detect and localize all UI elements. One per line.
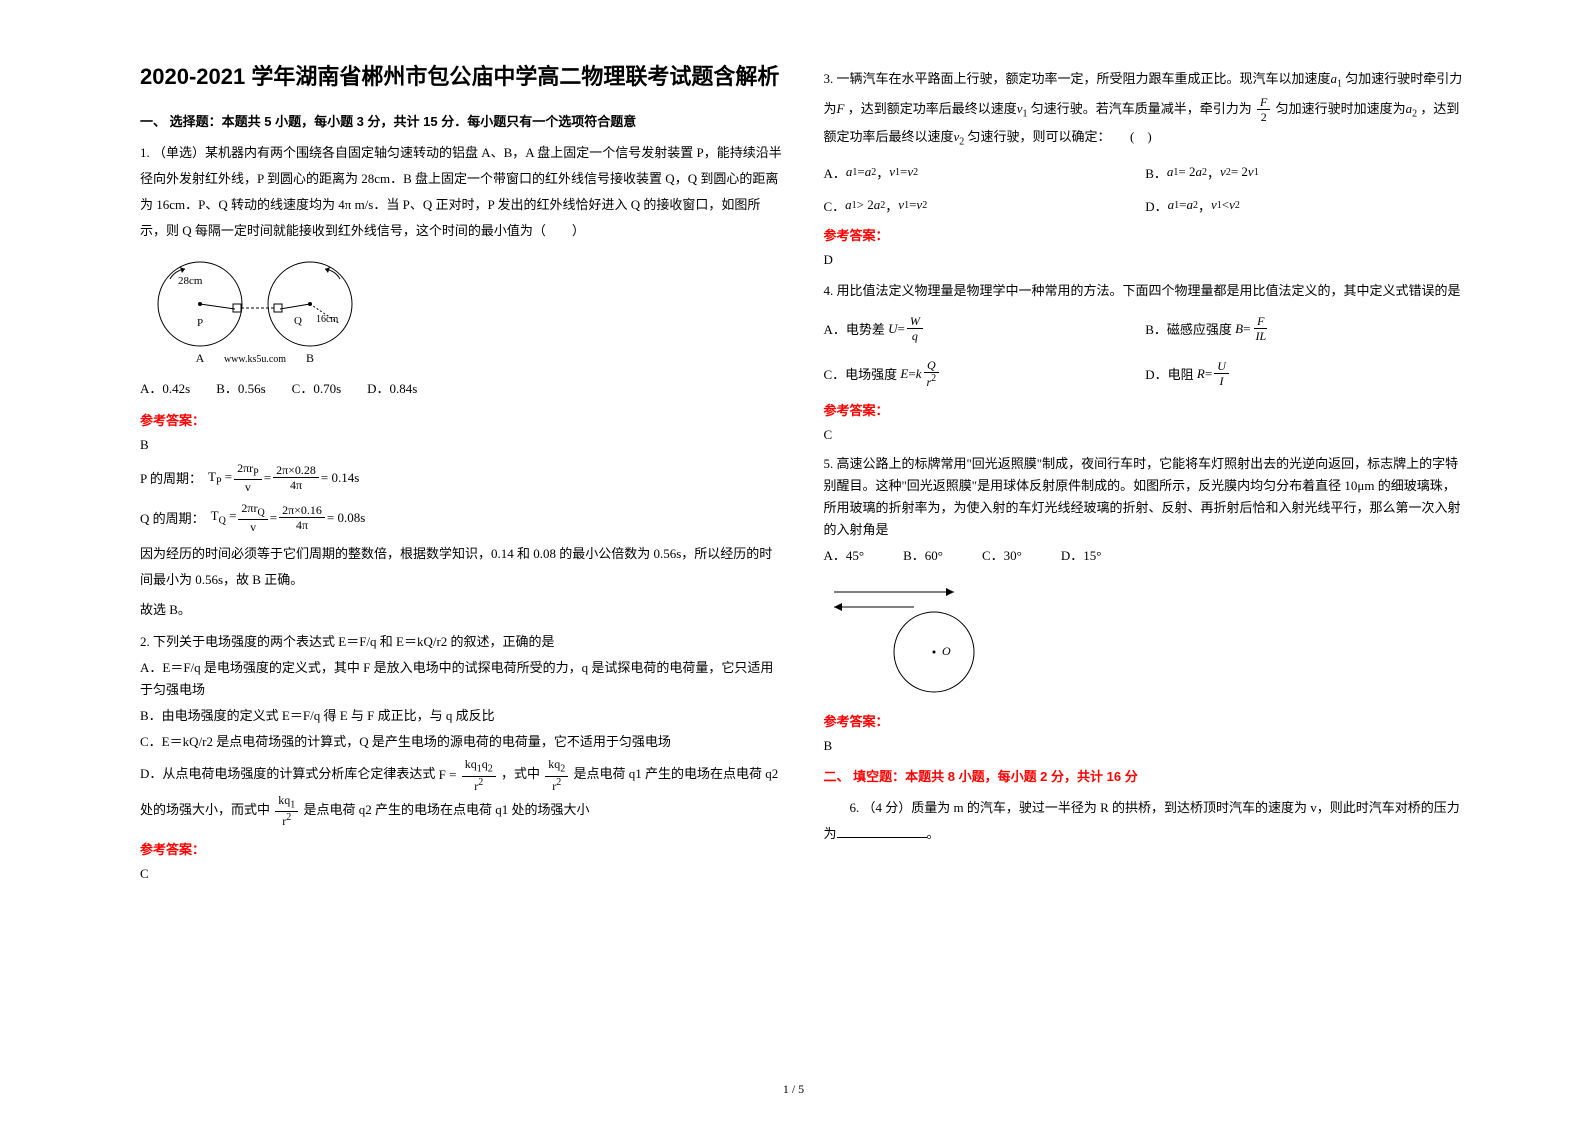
q6-blank — [837, 824, 927, 838]
section-1-heading: 一、 选择题：本题共 5 小题，每小题 3 分，共计 15 分．每小题只有一个选… — [140, 111, 784, 130]
q1-answer: B — [140, 437, 784, 453]
left-column: 2020-2021 学年湖南省郴州市包公庙中学高二物理联考试题含解析 一、 选择… — [120, 60, 804, 1102]
q3-opt-d: D．a1 = a2 ，v1 < v2 — [1145, 196, 1467, 215]
q3-answer: D — [824, 252, 1468, 268]
svg-text:O: O — [942, 644, 951, 658]
q2-stem: 2. 下列关于电场强度的两个表达式 E＝F/q 和 E＝kQ/r2 的叙述，正确… — [140, 631, 784, 653]
q4-opt-c: C．电场强度 E = kQr2 — [824, 358, 1146, 390]
q2-opt-a: A．E＝F/q 是电场强度的定义式，其中 F 是放入电场中的试探电荷所受的力，q… — [140, 657, 784, 701]
right-column: 3. 一辆汽车在水平路面上行驶，额定功率一定，所受阻力跟车重成正比。现汽车以加速… — [804, 60, 1488, 1102]
section-2-heading: 二、 填空题：本题共 8 小题，每小题 2 分，共计 16 分 — [824, 766, 1468, 785]
q5-diagram: O — [824, 577, 1468, 701]
q1-period-q: Q 的周期： TQ = 2πrQv = 2π×0.164π = 0.08s — [140, 501, 784, 535]
q4-opt-b: B．磁感应强度 B = FIL — [1145, 314, 1467, 344]
q1-q-label: Q 的周期： — [140, 508, 205, 527]
document-title: 2020-2021 学年湖南省郴州市包公庙中学高二物理联考试题含解析 — [140, 60, 784, 93]
svg-text:B: B — [306, 351, 314, 364]
q1-period-p: P 的周期： TP = 2πrPv = 2π×0.284π = 0.14s — [140, 461, 784, 495]
q1-diagram: 28cm P Q 16cm A www.ks5u.com B — [140, 254, 784, 368]
q1-stem: 1. （单选）某机器内有两个围绕各自固定轴匀速转动的铝盘 A、B，A 盘上固定一… — [140, 140, 784, 244]
q3-opt-b: B．a1 = 2a2 ，v2 = 2v1 — [1145, 163, 1467, 182]
q1-ref-label: 参考答案： — [140, 410, 784, 429]
svg-text:Q: Q — [294, 315, 302, 327]
svg-text:www.ks5u.com: www.ks5u.com — [224, 354, 286, 364]
svg-text:P: P — [197, 317, 203, 329]
q2-answer: C — [140, 866, 784, 882]
q6-stem: 6. （4 分）质量为 m 的汽车，驶过一半径为 R 的拱桥，到达桥顶时汽车的速… — [824, 795, 1468, 847]
q4-opt-a: A．电势差 U = Wq — [824, 314, 1146, 344]
q3-opt-c: C．a1 > 2a2 ，v1 = v2 — [824, 196, 1146, 215]
q1-options: A．0.42s B．0.56s C．0.70s D．0.84s — [140, 378, 784, 400]
svg-text:28cm: 28cm — [178, 275, 203, 287]
q2-opt-b: B．由电场强度的定义式 E＝F/q 得 E 与 F 成正比，与 q 成反比 — [140, 705, 784, 727]
q3-ref-label: 参考答案： — [824, 225, 1468, 244]
q4-ref-label: 参考答案： — [824, 400, 1468, 419]
q2-ref-label: 参考答案： — [140, 839, 784, 858]
q5-stem: 5. 高速公路上的标牌常用"回光返照膜"制成，夜间行车时，它能将车灯照射出去的光… — [824, 453, 1468, 541]
q5-answer: B — [824, 738, 1468, 754]
q4-answer: C — [824, 427, 1468, 443]
page: 2020-2021 学年湖南省郴州市包公庙中学高二物理联考试题含解析 一、 选择… — [0, 0, 1587, 1122]
q4-opt-d: D．电阻 R = UI — [1145, 358, 1467, 390]
q3-stem: 3. 一辆汽车在水平路面上行驶，额定功率一定，所受阻力跟车重成正比。现汽车以加速… — [824, 66, 1468, 153]
q4-options: A．电势差 U = Wq B．磁感应强度 B = FIL C．电场强度 E = … — [824, 314, 1468, 390]
q1-p-label: P 的周期： — [140, 468, 202, 487]
q2-opt-c: C．E＝kQ/r2 是点电荷场强的计算式，Q 是产生电场的源电荷的电荷量，它不适… — [140, 731, 784, 753]
q1-explain-end: 故选 B。 — [140, 599, 784, 621]
q3-options: A．a1 = a2 ，v1 = v2 B．a1 = 2a2 ，v2 = 2v1 … — [824, 163, 1468, 215]
q5-options: A．45° B．60° C．30° D．15° — [824, 545, 1468, 567]
q3-opt-a: A．a1 = a2 ，v1 = v2 — [824, 163, 1146, 182]
page-footer: 1 / 5 — [0, 1082, 1587, 1097]
q5-ref-label: 参考答案： — [824, 711, 1468, 730]
q4-stem: 4. 用比值法定义物理量是物理学中一种常用的方法。下面四个物理量都是用比值法定义… — [824, 278, 1468, 304]
q1-explain: 因为经历的时间必须等于它们周期的整数倍，根据数学知识，0.14 和 0.08 的… — [140, 541, 784, 593]
q2-opt-d: D．从点电荷电场强度的计算式分析库仑定律表达式 F = kq1q2r2 ，式中 … — [140, 757, 784, 829]
svg-text:A: A — [196, 351, 205, 364]
